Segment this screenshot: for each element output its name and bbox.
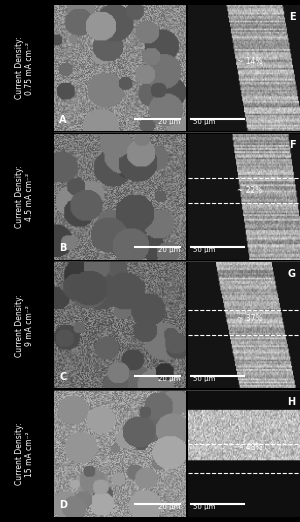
Text: B: B (59, 243, 67, 253)
Text: Current Density:
9 mA cm⁻²: Current Density: 9 mA cm⁻² (15, 294, 34, 357)
Text: 20 μm: 20 μm (158, 119, 180, 125)
Text: 20 μm: 20 μm (158, 247, 180, 253)
Text: H: H (287, 397, 296, 407)
Text: ~ 48%: ~ 48% (237, 443, 262, 452)
Text: ~ 14%: ~ 14% (237, 57, 262, 66)
Text: 50 μm: 50 μm (193, 119, 215, 125)
Text: A: A (59, 115, 67, 125)
Text: G: G (287, 269, 296, 279)
Text: Current Density:
15 mA cm⁻²: Current Density: 15 mA cm⁻² (15, 422, 34, 485)
Text: Current Density:
0.75 mA cm⁻²: Current Density: 0.75 mA cm⁻² (15, 37, 34, 100)
Text: 50 μm: 50 μm (193, 504, 215, 511)
Text: 20 μm: 20 μm (158, 504, 180, 511)
Text: D: D (59, 501, 67, 511)
Text: C: C (59, 372, 67, 382)
Text: 50 μm: 50 μm (193, 376, 215, 382)
Text: 50 μm: 50 μm (193, 247, 215, 253)
Text: ~ 37%: ~ 37% (237, 314, 262, 324)
Text: E: E (289, 11, 296, 21)
Text: F: F (289, 140, 296, 150)
Text: ~ 22%: ~ 22% (237, 186, 262, 195)
Text: 20 μm: 20 μm (158, 376, 180, 382)
Text: Current Density:
4.5 mA cm⁻²: Current Density: 4.5 mA cm⁻² (15, 165, 34, 228)
